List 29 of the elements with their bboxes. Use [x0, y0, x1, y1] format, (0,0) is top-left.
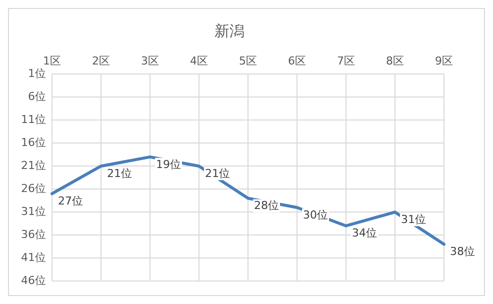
y-tick-label: 11位 [20, 113, 46, 126]
y-tick-label: 31位 [20, 204, 46, 218]
x-tick-label: 9区 [435, 54, 453, 68]
y-tick-label: 16位 [20, 136, 46, 149]
text: 38位 [450, 245, 475, 258]
y-tick-label: 1位 [28, 67, 46, 80]
x-tick-label: 2区 [92, 54, 110, 68]
text: 31位 [401, 212, 426, 226]
x-tick-label: 5区 [239, 54, 257, 68]
x-tick-label: 1区 [42, 54, 61, 68]
text: 21位 [205, 166, 230, 180]
y-tick-label: 46位 [20, 274, 46, 287]
x-tick-label: 4区 [190, 54, 208, 68]
y-tick-label: 41位 [20, 250, 46, 264]
y-tick-label: 26位 [20, 182, 46, 195]
text: 28位 [254, 199, 279, 212]
x-tick-label: 3区 [141, 54, 159, 68]
text: 34位 [352, 226, 377, 240]
text: 19位 [156, 158, 181, 171]
y-tick-label: 6位 [28, 90, 46, 104]
x-tick-label: 7区 [337, 54, 355, 68]
text: 21位 [106, 166, 132, 180]
chart-title: 新潟 [214, 22, 244, 40]
y-tick-label: 21位 [20, 158, 46, 172]
text: 30位 [303, 208, 328, 222]
text: 27位 [58, 194, 83, 208]
x-tick-label: 8区 [386, 54, 404, 68]
y-tick-label: 36位 [20, 228, 46, 241]
x-tick-label: 6区 [288, 54, 306, 68]
